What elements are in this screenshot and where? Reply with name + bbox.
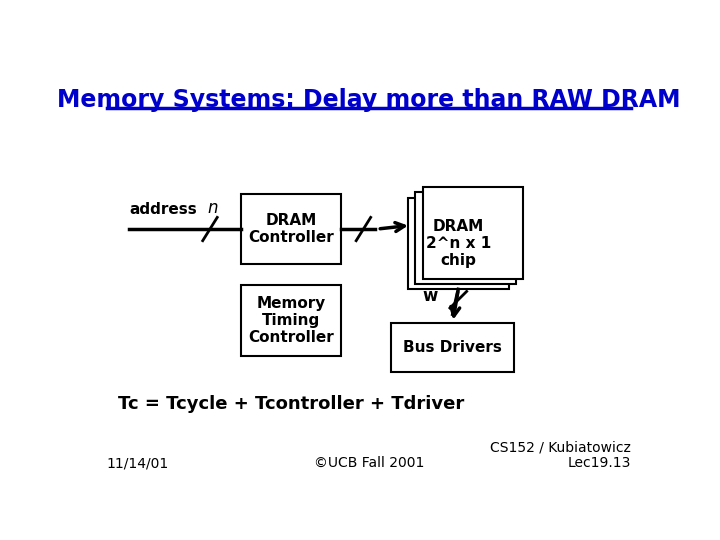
Bar (415, 192, 516, 284)
Bar (240, 285, 341, 356)
Text: DRAM
Controller: DRAM Controller (248, 213, 334, 245)
Text: ©UCB Fall 2001: ©UCB Fall 2001 (314, 456, 424, 470)
Text: Memory
Timing
Controller: Memory Timing Controller (248, 295, 334, 346)
Bar (240, 194, 341, 265)
Bar (392, 322, 514, 373)
Bar (423, 187, 523, 279)
Text: w: w (423, 287, 438, 305)
Text: Tc = Tcycle + Tcontroller + Tdriver: Tc = Tcycle + Tcontroller + Tdriver (118, 395, 464, 413)
Text: DRAM
2^n x 1
chip: DRAM 2^n x 1 chip (426, 219, 491, 268)
Text: Bus Drivers: Bus Drivers (403, 340, 502, 355)
Text: CS152 / Kubiatowicz
Lec19.13: CS152 / Kubiatowicz Lec19.13 (490, 440, 631, 470)
Text: n: n (207, 199, 218, 217)
Text: 11/14/01: 11/14/01 (107, 456, 169, 470)
Text: address: address (129, 201, 197, 217)
Bar (408, 198, 508, 289)
Text: Memory Systems: Delay more than RAW DRAM: Memory Systems: Delay more than RAW DRAM (58, 87, 680, 112)
